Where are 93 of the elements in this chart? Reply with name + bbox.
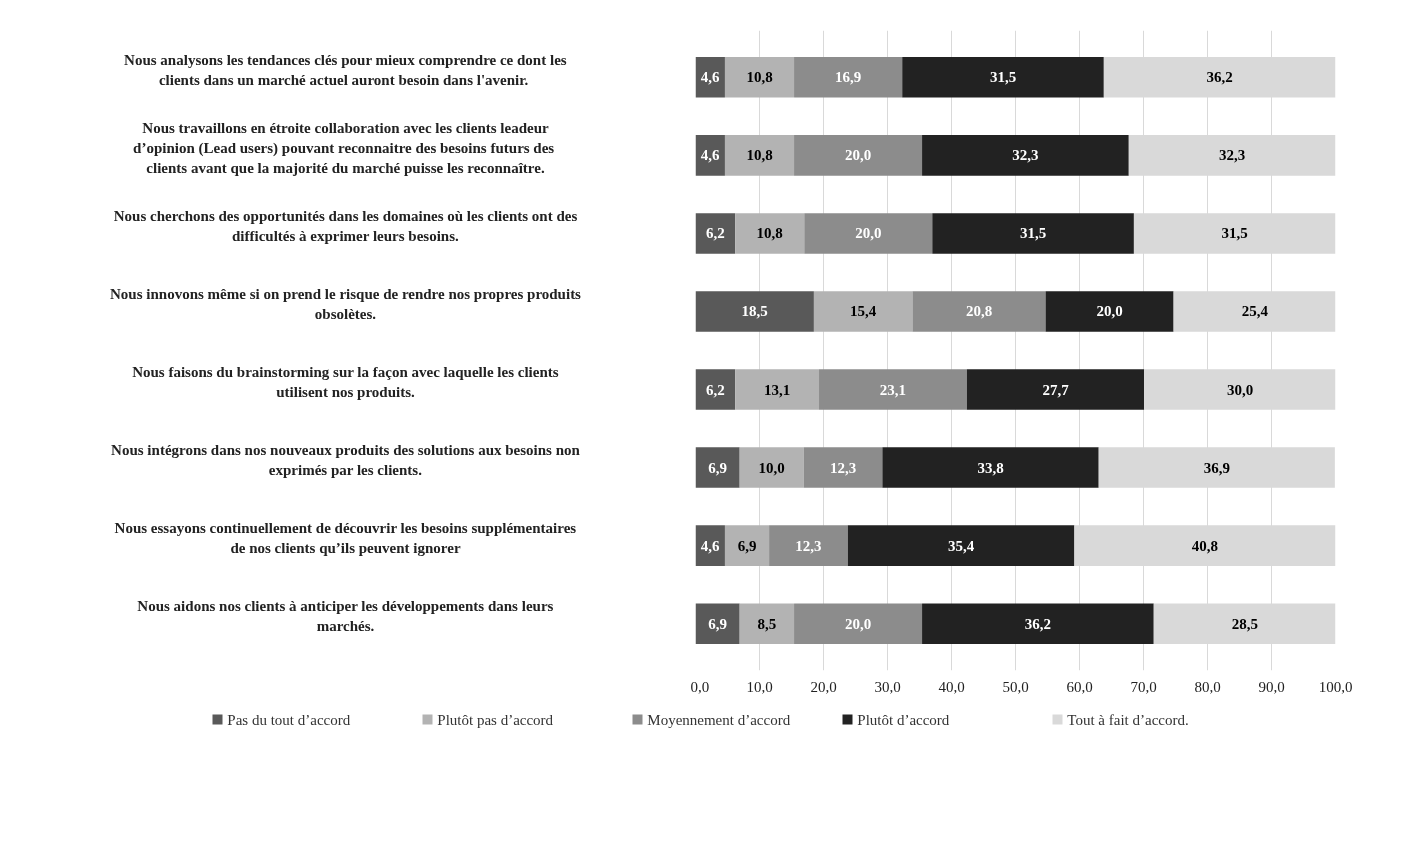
bar (922, 603, 1154, 644)
data-label: 27,7 (1042, 381, 1070, 398)
data-label: 28,5 (1231, 615, 1259, 632)
bar (695, 291, 814, 332)
x-tick-label: 40,0 (938, 678, 965, 695)
y-tick-label: Nous innovons même si on prend le risque de rendre nos propres produits obsolètes. (110, 285, 582, 322)
bar (735, 369, 820, 410)
legend-label: Pas du tout d’accord (227, 711, 351, 728)
bar (794, 57, 903, 98)
y-tick-label: Nous essayons continuellement de découvrir les besoins supplémentaires de nos clients qu’ils peuvent ignorer (114, 519, 577, 556)
bar (739, 603, 795, 644)
data-label: 10,8 (746, 69, 773, 86)
y-tick-label: Nous faisons du brainstorming sur la façon avec laquelle les clients utilisent nos produits. (132, 363, 559, 400)
bar (804, 213, 933, 254)
data-label: 31,5 (989, 69, 1017, 86)
legend-label: Moyennement d’accord (647, 711, 791, 728)
data-label: 18,5 (741, 303, 768, 320)
data-label: 4,6 (700, 147, 721, 164)
data-label: 20,0 (844, 615, 872, 632)
x-tick-label: 50,0 (1002, 678, 1029, 695)
bar (735, 213, 805, 254)
data-label: 33,8 (977, 459, 1004, 476)
x-tick-label: 60,0 (1066, 678, 1093, 695)
bar (847, 525, 1075, 566)
data-label: 15,4 (850, 303, 877, 320)
bar (932, 213, 1134, 254)
data-label: 4,6 (700, 537, 721, 554)
data-label: 30,0 (1227, 381, 1254, 398)
data-label: 25,4 (1241, 303, 1269, 320)
y-tick-label: Nous travaillons en étroite collaboration avec les clients leadeur d’opinion (Lead users) pouvant reconnaitre des besoins futurs des clients avant que la majorité du marché puisse les reconnaître. (133, 119, 555, 176)
bar (695, 369, 736, 410)
legend-label: Plutôt d’accord (857, 711, 950, 728)
data-label: 20,0 (855, 225, 882, 242)
data-label: 40,8 (1191, 537, 1219, 554)
data-label: 6,9 (708, 459, 727, 476)
data-label: 12,3 (795, 537, 822, 554)
bar (769, 525, 848, 566)
data-label: 8,5 (757, 615, 777, 632)
bar (724, 57, 795, 98)
data-label: 32,3 (1219, 147, 1246, 164)
bar (912, 291, 1046, 332)
data-label: 12,3 (829, 459, 857, 476)
data-label: 36,2 (1206, 69, 1233, 86)
data-label: 32,3 (1012, 147, 1039, 164)
bar (882, 447, 1099, 488)
data-label: 36,9 (1203, 459, 1230, 476)
data-label: 6,2 (705, 225, 725, 242)
data-label: 20,0 (1096, 303, 1123, 320)
data-label: 35,4 (947, 537, 975, 554)
bar (695, 213, 736, 254)
y-tick-label: Nous analysons les tendances clés pour mieux comprendre ce dont les clients dans un marché actuel auront besoin dans l'avenir. (124, 51, 567, 88)
data-label: 13,1 (763, 381, 791, 398)
data-label: 20,8 (965, 303, 993, 320)
y-tick-label: Nous aidons nos clients à anticiper les développements dans leurs marchés. (137, 597, 554, 634)
bar (1045, 291, 1174, 332)
data-label: 6,9 (737, 537, 757, 554)
bar (794, 135, 923, 176)
data-label: 10,0 (758, 459, 785, 476)
data-label: 36,2 (1024, 615, 1052, 632)
x-tick-label: 90,0 (1258, 678, 1285, 695)
data-label: 10,8 (746, 147, 773, 164)
bar (813, 291, 913, 332)
data-label: 4,6 (700, 69, 721, 86)
data-label: 23,1 (879, 381, 907, 398)
x-tick-label: 70,0 (1130, 678, 1157, 695)
legend-label: Plutôt pas d’accord (437, 711, 554, 728)
bar (902, 57, 1104, 98)
bar (819, 369, 967, 410)
legend-label: Tout à fait d’accord. (1067, 711, 1189, 728)
bar (966, 369, 1145, 410)
data-label: 6,2 (705, 381, 725, 398)
x-tick-label: 0,0 (690, 678, 710, 695)
bar (739, 447, 804, 488)
bar (724, 135, 795, 176)
x-tick-label: 30,0 (874, 678, 901, 695)
x-tick-label: 100,0 (1318, 678, 1353, 695)
bar (794, 603, 923, 644)
data-label: 16,9 (835, 69, 862, 86)
data-label: 20,0 (844, 147, 872, 164)
y-tick-label: Nous intégrons dans nos nouveaux produits des solutions aux besoins non exprimés par les clients. (111, 441, 581, 478)
data-label: 6,9 (708, 615, 727, 632)
bar (803, 447, 883, 488)
x-tick-label: 20,0 (810, 678, 837, 695)
bar (695, 603, 740, 644)
y-tick-label: Nous cherchons des opportunités dans les domaines où les clients ont des difficultés à exprimer leurs besoins. (113, 207, 578, 244)
data-label: 31,5 (1221, 225, 1248, 242)
data-label: 10,8 (756, 225, 783, 242)
x-tick-label: 80,0 (1194, 678, 1221, 695)
bar (695, 447, 740, 488)
bar (922, 135, 1129, 176)
data-label: 31,5 (1019, 225, 1047, 242)
x-tick-label: 10,0 (746, 678, 773, 695)
bar (724, 525, 770, 566)
